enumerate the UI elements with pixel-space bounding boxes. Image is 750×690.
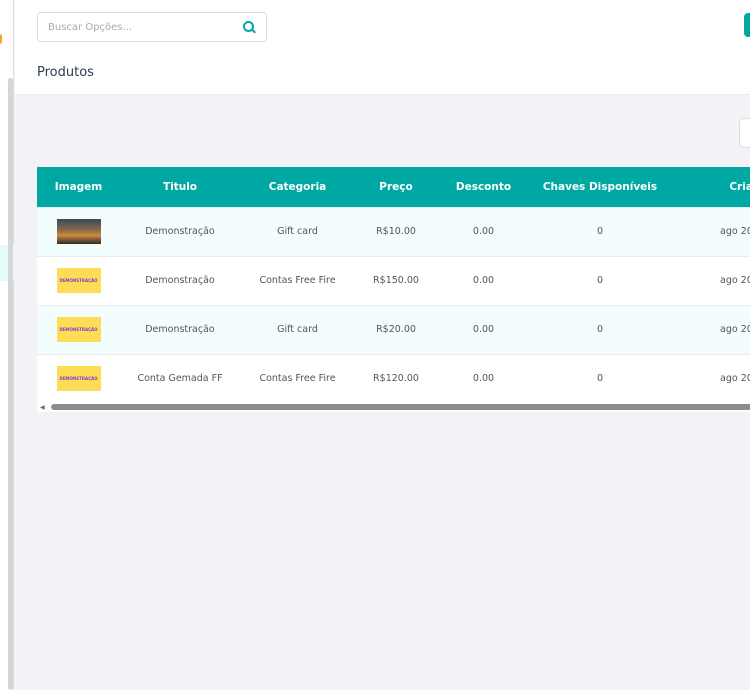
image-cell: DEMONSTRAÇÃO [37, 255, 120, 305]
chaves-cell: 0 [530, 353, 670, 403]
criado-cell: ago 2025, 0 [670, 304, 750, 354]
column-header[interactable]: Categoria [240, 167, 355, 207]
product-thumbnail: DEMONSTRAÇÃO [56, 268, 101, 293]
image-cell [37, 206, 120, 256]
titulo-cell: Demonstração [120, 255, 240, 305]
scrollbar-thumb[interactable] [51, 404, 750, 410]
horizontal-scrollbar[interactable]: ◀ [37, 403, 750, 412]
titulo-cell: Demonstração [120, 206, 240, 256]
column-header[interactable]: Titulo [120, 167, 240, 207]
column-header[interactable]: Chaves Disponíveis [530, 167, 670, 207]
chaves-cell: 0 [530, 304, 670, 354]
desconto-cell: 0.00 [437, 255, 530, 305]
sidebar-scrollbar[interactable] [8, 78, 13, 690]
chaves-cell: 0 [530, 255, 670, 305]
categoria-cell: Gift card [240, 304, 355, 354]
search-input[interactable] [48, 21, 228, 33]
criado-cell: ago 2025, 0 [670, 353, 750, 403]
search-icon[interactable] [243, 20, 256, 34]
products-table: Imagem Titulo Categoria Preço Desconto Chaves… [37, 167, 750, 412]
product-thumbnail: DEMONSTRAÇÃO [56, 366, 101, 392]
column-header[interactable]: Imagem [37, 167, 120, 207]
desconto-cell: 0.00 [437, 304, 530, 354]
desconto-cell: 0.00 [437, 353, 530, 403]
scroll-left-icon[interactable]: ◀ [40, 404, 45, 411]
product-thumbnail: DEMONSTRAÇÃO [56, 317, 101, 342]
preco-cell: R$20.00 [355, 304, 437, 354]
titulo-cell: Conta Gemada FF [120, 353, 240, 403]
preco-cell: R$10.00 [355, 206, 437, 256]
categoria-cell: Gift card [240, 206, 355, 256]
preco-cell: R$120.00 [355, 353, 437, 403]
image-cell: DEMONSTRAÇÃO [37, 353, 120, 403]
criado-cell: ago 2025, 0 [670, 206, 750, 256]
column-header[interactable]: Preço [355, 167, 437, 207]
search-box[interactable] [37, 12, 267, 42]
notification-dot [0, 34, 2, 44]
chaves-cell: 0 [530, 206, 670, 256]
preco-cell: R$150.00 [355, 255, 437, 305]
table-row[interactable]: DEMONSTRAÇÃO Demonstração Contas Free Fire… [37, 255, 750, 305]
header: Produtos [15, 0, 750, 95]
titulo-cell: Demonstração [120, 304, 240, 354]
column-header[interactable]: Desconto [437, 167, 530, 207]
top-action-button[interactable] [744, 13, 750, 37]
criado-cell: ago 2025, 0 [670, 255, 750, 305]
table-row[interactable]: DEMONSTRAÇÃO Demonstração Gift card R$20.00… [37, 304, 750, 354]
page-title: Produtos [37, 65, 94, 80]
table-control-button[interactable] [739, 118, 750, 148]
table-row[interactable]: DEMONSTRAÇÃO Conta Gemada FF Contas Free F… [37, 353, 750, 403]
categoria-cell: Contas Free Fire [240, 353, 355, 403]
sidebar [0, 0, 14, 690]
column-header[interactable]: Criado [670, 167, 750, 207]
image-cell: DEMONSTRAÇÃO [37, 304, 120, 354]
product-thumbnail [56, 219, 101, 244]
desconto-cell: 0.00 [437, 206, 530, 256]
categoria-cell: Contas Free Fire [240, 255, 355, 305]
